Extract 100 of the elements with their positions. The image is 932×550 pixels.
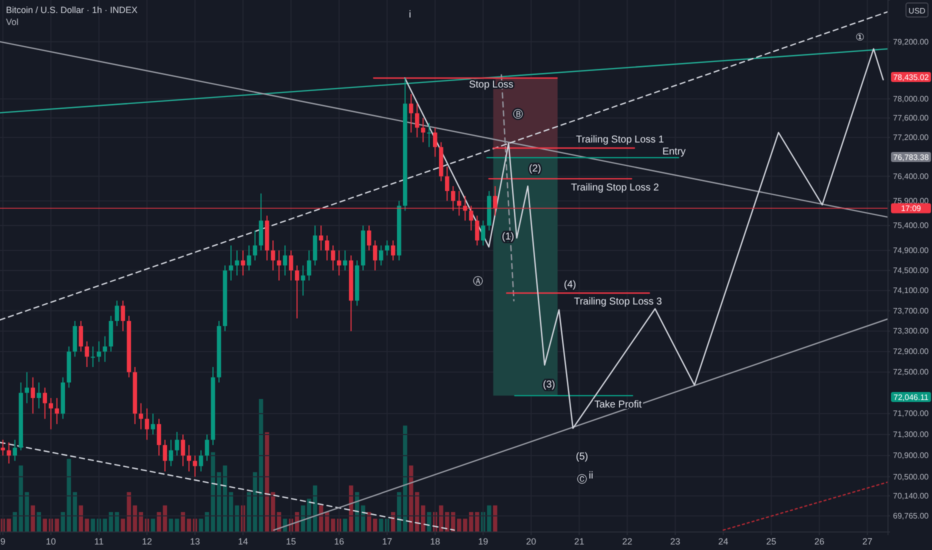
bar [84, 518, 90, 532]
candlestick [318, 225, 324, 251]
x-tick-label: 21 [574, 536, 584, 546]
candlestick [270, 240, 276, 271]
bar [54, 518, 60, 532]
candlestick [306, 250, 312, 281]
candlestick [276, 250, 282, 281]
candlestick [427, 122, 432, 148]
candlestick [390, 240, 396, 261]
candlestick [288, 250, 294, 281]
candlestick [24, 372, 29, 404]
candlestick [421, 118, 426, 143]
candlestick [36, 382, 41, 409]
y-tick-label: 69,765.00 [893, 511, 930, 520]
x-tick-label: 13 [190, 536, 200, 546]
x-tick-label: 17 [382, 536, 392, 546]
x-tick-label: 26 [814, 536, 824, 546]
candlestick [481, 220, 486, 246]
y-tick-label: 77,600.00 [893, 114, 930, 123]
x-tick-label: 9 [0, 536, 6, 546]
annotation: Trailing Stop Loss 2 [570, 182, 660, 194]
bar [168, 518, 174, 532]
y-tick-label: 77,200.00 [893, 132, 930, 142]
bar [6, 518, 11, 532]
candlestick [120, 300, 126, 332]
candlestick [246, 244, 252, 271]
candlestick [204, 434, 210, 462]
x-tick-label: 24 [718, 536, 728, 546]
candlestick [12, 439, 17, 462]
bar [150, 518, 156, 532]
annotation: (1) [502, 232, 514, 243]
y-tick-label: 74,100.00 [893, 286, 930, 296]
y-tick-label: 74,900.00 [893, 246, 930, 255]
annotation: i [408, 10, 412, 21]
annotation: ii [588, 470, 594, 482]
candlestick [48, 398, 54, 430]
x-tick-label: 20 [526, 536, 536, 546]
x-tick-label: 18 [430, 536, 440, 546]
bar [372, 518, 378, 532]
annotation: Trailing Stop Loss 1 [576, 134, 664, 146]
candlestick [252, 230, 258, 261]
text: 78,435.02 [893, 73, 930, 82]
candlestick [180, 434, 186, 467]
candlestick [138, 402, 144, 430]
candlestick [150, 413, 156, 436]
candlestick [342, 250, 348, 271]
y-tick-label: 71,700.00 [893, 409, 930, 418]
y-axis-title: USD [908, 6, 926, 16]
text: Bitcoin / U.S. Dollar · 1h · INDEX [6, 5, 138, 15]
candlestick [234, 250, 240, 276]
bar [463, 518, 468, 532]
candlestick [324, 234, 330, 261]
x-tick-label: 23 [670, 536, 680, 546]
x-tick-label: 27 [862, 536, 872, 546]
candlestick [366, 225, 372, 251]
annotation: (5) [576, 452, 588, 463]
candlestick [78, 320, 84, 352]
y-tick-label: 76,400.00 [893, 172, 930, 181]
candlestick [96, 340, 102, 362]
text: 72,046.11 [894, 393, 930, 402]
annotation: (4) [564, 280, 576, 291]
y-tick-label: 70,900.00 [893, 451, 930, 460]
x-tick-label: 25 [766, 536, 776, 546]
candlestick [198, 450, 204, 472]
bar [258, 399, 264, 532]
bar [174, 518, 180, 532]
x-tick-label: 22 [622, 536, 632, 546]
candlestick [240, 250, 246, 276]
candlestick [294, 264, 300, 319]
x-tick-label: 19 [478, 536, 488, 546]
y-tick-label: 70,500.00 [893, 472, 930, 482]
bar [457, 518, 462, 532]
bar [102, 518, 108, 532]
x-tick-label: 16 [334, 536, 344, 546]
candlestick [336, 250, 342, 276]
y-tick-label: 72,900.00 [893, 347, 930, 356]
bar [90, 518, 96, 532]
y-tick-label: 79,200.00 [893, 37, 930, 46]
candlestick [162, 439, 168, 472]
y-tick-label: 74,500.00 [893, 266, 930, 275]
candlestick [90, 346, 96, 368]
candlestick [144, 408, 150, 440]
x-tick-label: 15 [286, 536, 296, 546]
candlestick [30, 376, 35, 414]
bar [378, 518, 384, 532]
candlestick [415, 103, 420, 138]
y-tick-label: 73,700.00 [893, 306, 930, 316]
y-tick-label: 70,140.00 [893, 491, 930, 500]
candlestick [114, 300, 120, 327]
candlestick [445, 166, 450, 202]
candlestick [282, 244, 288, 276]
candlestick [0, 439, 5, 456]
candlestick [378, 244, 384, 266]
annotation: Ⓑ [513, 108, 523, 121]
annotation: Ⓒ [577, 474, 587, 486]
candlestick [156, 418, 162, 456]
bar [342, 518, 348, 532]
text: 76,783.38 [893, 153, 930, 162]
y-tick-label: 71,300.00 [893, 430, 930, 440]
y-tick-label: 78,000.00 [893, 94, 930, 104]
